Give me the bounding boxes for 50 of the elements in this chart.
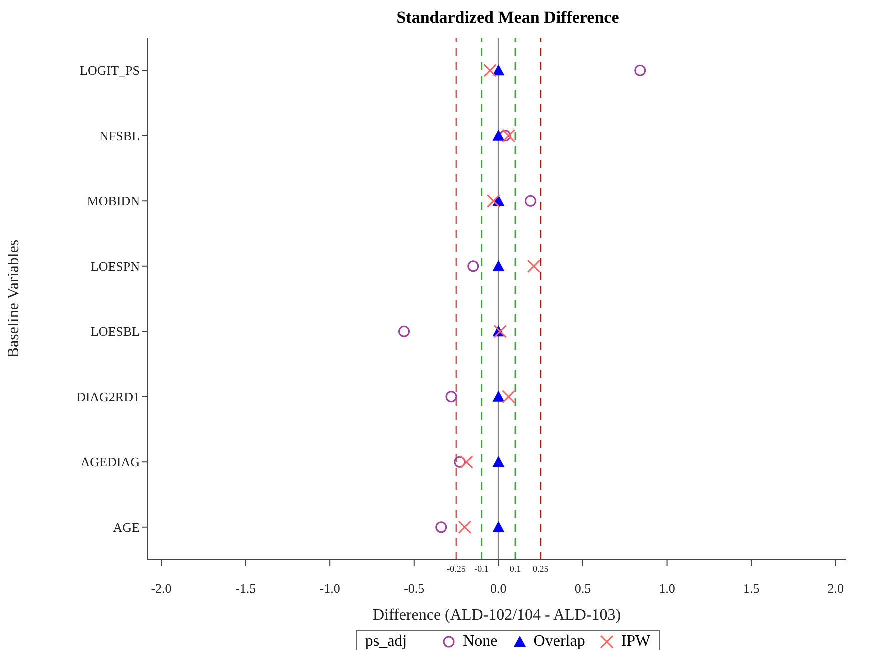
point bbox=[436, 522, 448, 534]
point bbox=[524, 195, 536, 207]
y-tick-label: DIAG2RD1 bbox=[76, 389, 140, 404]
point bbox=[492, 260, 505, 272]
x-tick-label: -1.0 bbox=[320, 581, 340, 596]
x-tick-label: 1.5 bbox=[743, 581, 760, 596]
point bbox=[494, 324, 508, 338]
ref-line-label: 0.1 bbox=[510, 564, 522, 574]
point bbox=[460, 455, 474, 469]
point bbox=[492, 521, 505, 532]
point bbox=[502, 129, 516, 143]
legend-label: Overlap bbox=[534, 633, 586, 650]
y-tick-label: MOBIDN bbox=[87, 194, 141, 209]
x-tick-label: 1.0 bbox=[659, 581, 676, 596]
point bbox=[484, 64, 498, 78]
point bbox=[502, 390, 516, 404]
point bbox=[492, 130, 505, 141]
point bbox=[492, 64, 505, 76]
ref-line-label: 0.25 bbox=[532, 564, 550, 574]
point bbox=[468, 260, 480, 272]
legend-label: None bbox=[463, 633, 498, 650]
legend-label: IPW bbox=[621, 633, 651, 650]
y-tick-label: NFSBL bbox=[100, 128, 140, 144]
x-tick-label: -2.0 bbox=[151, 581, 172, 596]
y-tick-label: AGEDIAG bbox=[80, 454, 140, 470]
point bbox=[458, 520, 472, 534]
x-tick-label: 2.0 bbox=[828, 581, 844, 596]
y-tick-label: LOGIT_PS bbox=[80, 63, 140, 78]
y-tick-label: AGE bbox=[113, 520, 140, 535]
legend-title: ps_adj bbox=[365, 633, 408, 650]
point bbox=[398, 326, 410, 338]
point bbox=[500, 130, 512, 142]
point bbox=[492, 390, 505, 402]
point bbox=[486, 194, 500, 208]
ref-line-label: -0.25 bbox=[447, 564, 466, 574]
point bbox=[527, 260, 541, 274]
ref-line-label: -0.1 bbox=[474, 564, 489, 574]
point bbox=[634, 64, 646, 76]
x-tick-label: -1.5 bbox=[235, 581, 256, 596]
y-axis-title: Baseline Variables bbox=[6, 240, 23, 358]
point bbox=[446, 391, 458, 403]
point bbox=[454, 456, 466, 468]
x-tick-label: 0.0 bbox=[490, 581, 507, 596]
y-tick-label: LOESPN bbox=[90, 258, 141, 274]
x-tick-label: -0.5 bbox=[404, 581, 425, 596]
x-axis-title: Difference (ALD-102/104 - ALD-103) bbox=[372, 607, 622, 624]
chart-title: Standardized Mean Difference bbox=[396, 8, 620, 28]
point bbox=[492, 456, 505, 468]
x-tick-label: 0.5 bbox=[574, 581, 592, 596]
y-tick-label: LOESBL bbox=[90, 324, 140, 340]
